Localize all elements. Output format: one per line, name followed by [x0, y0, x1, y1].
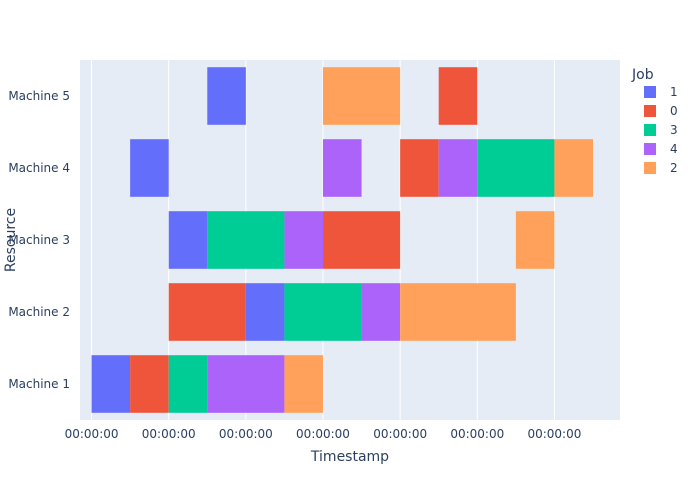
x-tick-label: 00:00:00 — [450, 427, 504, 441]
legend-swatch — [644, 124, 656, 136]
legend-label: 2 — [670, 161, 678, 175]
gantt-bar-job-3[interactable] — [284, 283, 362, 341]
y-tick-label: Machine 1 — [8, 377, 70, 391]
legend-item-job-3[interactable]: 3 — [644, 123, 678, 137]
legend-swatch — [644, 86, 656, 98]
gantt-bar-job-3[interactable] — [168, 355, 208, 413]
legend-label: 4 — [670, 142, 678, 156]
legend-items[interactable]: 1 0 3 4 2 — [644, 85, 678, 175]
gantt-bar-job-0[interactable] — [130, 355, 169, 413]
gantt-bar-job-0[interactable] — [323, 211, 401, 269]
legend-swatch — [644, 105, 656, 117]
gantt-bar-job-4[interactable] — [284, 211, 323, 269]
legend-label: 1 — [670, 85, 678, 99]
x-tick-label: 00:00:00 — [65, 427, 119, 441]
x-tick-label: 00:00:00 — [373, 427, 427, 441]
legend-item-job-1[interactable]: 1 — [644, 85, 678, 99]
legend-label: 0 — [670, 104, 678, 118]
gantt-bar-job-1[interactable] — [168, 211, 208, 269]
legend-swatch — [644, 143, 656, 155]
gantt-bar-job-4[interactable] — [438, 139, 478, 197]
legend[interactable]: Job 1 0 3 4 2 — [631, 67, 678, 175]
legend-item-job-2[interactable]: 2 — [644, 161, 678, 175]
y-tick-label: Machine 2 — [8, 305, 70, 319]
gantt-bar-job-1[interactable] — [207, 67, 246, 125]
legend-item-job-4[interactable]: 4 — [644, 142, 678, 156]
gantt-bar-job-1[interactable] — [130, 139, 169, 197]
bars — [91, 67, 593, 413]
legend-title: Job — [631, 67, 654, 83]
gantt-bar-job-2[interactable] — [515, 211, 555, 269]
gantt-bar-job-2[interactable] — [554, 139, 593, 197]
x-axis-title: Timestamp — [310, 449, 389, 465]
y-tick-label: Machine 3 — [8, 233, 70, 247]
gantt-bar-job-3[interactable] — [477, 139, 555, 197]
x-tick-label: 00:00:00 — [527, 427, 581, 441]
gantt-bar-job-3[interactable] — [207, 211, 285, 269]
gantt-bar-job-2[interactable] — [284, 355, 323, 413]
x-tick-label: 00:00:00 — [296, 427, 350, 441]
gantt-bar-job-1[interactable] — [91, 355, 131, 413]
gantt-bar-job-2[interactable] — [400, 283, 516, 341]
gantt-bar-job-0[interactable] — [168, 283, 246, 341]
x-tick-label: 00:00:00 — [219, 427, 273, 441]
x-axis-ticks: 00:00:00 00:00:00 00:00:00 00:00:00 00:00:00… — [65, 427, 582, 441]
legend-swatch — [644, 162, 656, 174]
x-tick-label: 00:00:00 — [142, 427, 196, 441]
gantt-bar-job-1[interactable] — [245, 283, 285, 341]
y-axis-title: Resource — [3, 208, 19, 272]
legend-item-job-0[interactable]: 0 — [644, 104, 678, 118]
legend-label: 3 — [670, 123, 678, 137]
y-axis-ticks: Machine 1 Machine 2 Machine 3 Machine 4 Mach… — [8, 89, 70, 391]
gantt-bar-job-4[interactable] — [361, 283, 401, 341]
gantt-bar-job-4[interactable] — [323, 139, 362, 197]
gantt-bar-job-4[interactable] — [207, 355, 285, 413]
gantt-bar-job-0[interactable] — [438, 67, 478, 125]
gantt-bar-job-0[interactable] — [400, 139, 439, 197]
y-tick-label: Machine 5 — [8, 89, 70, 103]
y-tick-label: Machine 4 — [8, 161, 70, 175]
gantt-bar-job-2[interactable] — [323, 67, 401, 125]
